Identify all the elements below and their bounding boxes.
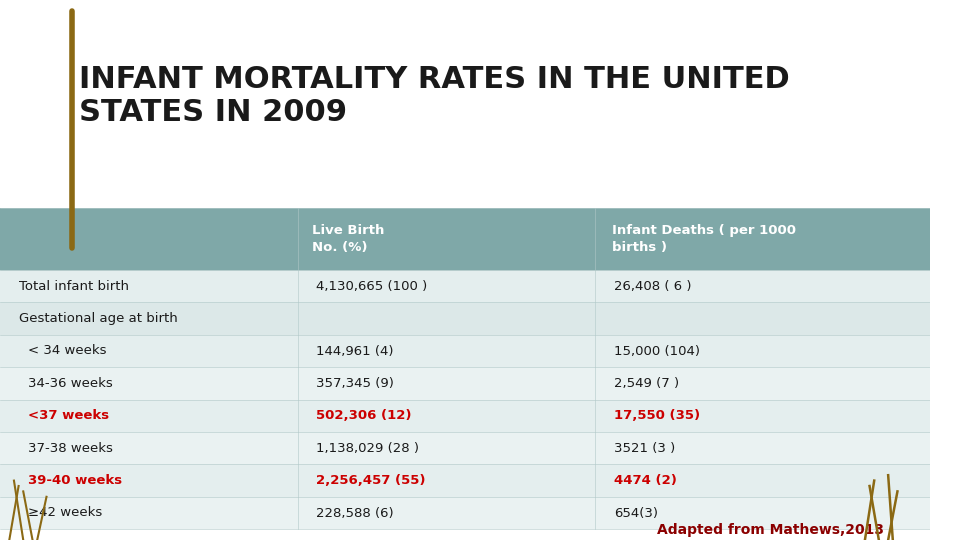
Text: 4,130,665 (100 ): 4,130,665 (100 ) xyxy=(316,280,427,293)
Line: 2 pts: 2 pts xyxy=(23,491,33,540)
Text: 34-36 weeks: 34-36 weeks xyxy=(28,377,112,390)
Text: 228,588 (6): 228,588 (6) xyxy=(316,507,394,519)
Point xyxy=(17,537,29,540)
Point xyxy=(12,483,24,489)
Line: 2 pts: 2 pts xyxy=(888,475,893,540)
Point xyxy=(869,477,880,484)
Text: Adapted from Mathews,2013: Adapted from Mathews,2013 xyxy=(657,523,883,537)
Line: 2 pts: 2 pts xyxy=(888,491,898,540)
Point xyxy=(864,483,876,489)
Text: 39-40 weeks: 39-40 weeks xyxy=(28,474,122,487)
Text: 357,345 (9): 357,345 (9) xyxy=(316,377,394,390)
Point xyxy=(589,205,601,211)
Bar xyxy=(0,497,930,529)
Point xyxy=(292,526,303,532)
Text: 15,000 (104): 15,000 (104) xyxy=(613,345,700,357)
Text: 502,306 (12): 502,306 (12) xyxy=(316,409,412,422)
Point xyxy=(4,537,15,540)
Text: 654(3): 654(3) xyxy=(613,507,658,519)
Point xyxy=(32,537,43,540)
Bar xyxy=(0,432,930,464)
Point xyxy=(887,537,899,540)
Line: 2 pts: 2 pts xyxy=(14,481,23,540)
Text: < 34 weeks: < 34 weeks xyxy=(28,345,107,357)
Point xyxy=(882,472,894,478)
Text: Total infant birth: Total infant birth xyxy=(18,280,129,293)
Point xyxy=(27,537,38,540)
Line: 2 pts: 2 pts xyxy=(870,486,878,540)
Text: Infant Deaths ( per 1000
births ): Infant Deaths ( per 1000 births ) xyxy=(612,224,796,254)
Line: 2 pts: 2 pts xyxy=(37,497,46,540)
Point xyxy=(589,526,601,532)
Point xyxy=(9,477,20,484)
Text: 4474 (2): 4474 (2) xyxy=(613,474,677,487)
Bar xyxy=(0,208,930,270)
Point xyxy=(873,537,884,540)
Point xyxy=(292,205,303,211)
Text: 37-38 weeks: 37-38 weeks xyxy=(28,442,112,455)
Text: Gestational age at birth: Gestational age at birth xyxy=(18,312,178,325)
Bar xyxy=(0,400,930,432)
Bar xyxy=(0,270,930,302)
Point xyxy=(882,537,894,540)
Text: 144,961 (4): 144,961 (4) xyxy=(316,345,394,357)
Bar xyxy=(0,335,930,367)
Point xyxy=(859,537,871,540)
Text: 3521 (3 ): 3521 (3 ) xyxy=(613,442,675,455)
Bar xyxy=(0,464,930,497)
Bar xyxy=(0,302,930,335)
Text: ≥42 weeks: ≥42 weeks xyxy=(28,507,102,519)
Text: INFANT MORTALITY RATES IN THE UNITED
STATES IN 2009: INFANT MORTALITY RATES IN THE UNITED STA… xyxy=(79,65,790,127)
Point xyxy=(40,494,52,500)
Text: 26,408 ( 6 ): 26,408 ( 6 ) xyxy=(613,280,691,293)
Text: Live Birth
No. (%): Live Birth No. (%) xyxy=(313,224,385,254)
Line: 2 pts: 2 pts xyxy=(865,481,875,540)
Text: 2,549 (7 ): 2,549 (7 ) xyxy=(613,377,679,390)
Text: 1,138,029 (28 ): 1,138,029 (28 ) xyxy=(316,442,420,455)
Line: 2 pts: 2 pts xyxy=(10,486,18,540)
Text: <37 weeks: <37 weeks xyxy=(28,409,109,422)
Point xyxy=(17,488,29,495)
Text: 2,256,457 (55): 2,256,457 (55) xyxy=(316,474,425,487)
Point xyxy=(892,488,903,495)
Text: 17,550 (35): 17,550 (35) xyxy=(613,409,700,422)
Bar xyxy=(0,367,930,400)
